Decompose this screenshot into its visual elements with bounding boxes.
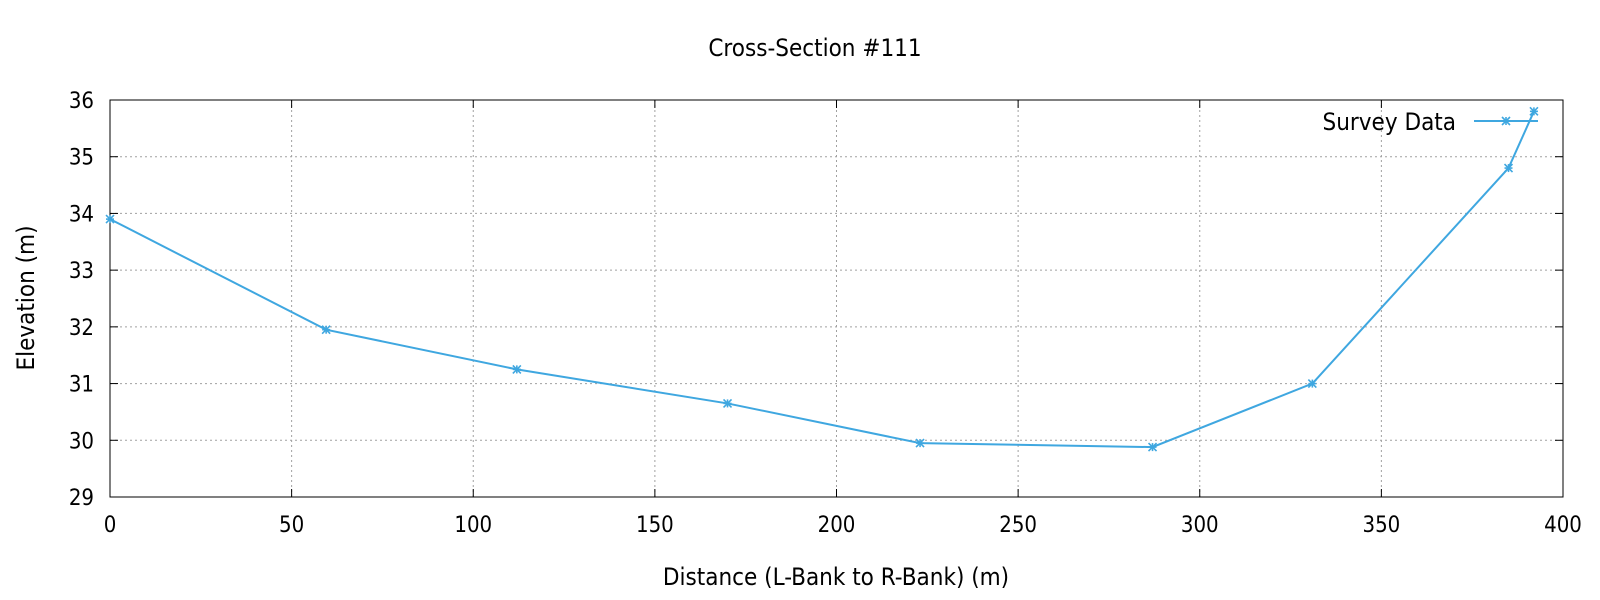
data-point bbox=[1307, 379, 1317, 389]
legend: Survey Data bbox=[1322, 108, 1538, 136]
y-tick-label: 34 bbox=[69, 202, 94, 227]
data-point bbox=[512, 364, 522, 374]
legend-label: Survey Data bbox=[1322, 108, 1456, 136]
y-tick-label: 36 bbox=[69, 89, 94, 114]
y-tick-label: 29 bbox=[69, 486, 94, 511]
x-tick-label: 200 bbox=[818, 513, 856, 538]
y-tick-label: 35 bbox=[69, 146, 94, 171]
x-tick-label: 300 bbox=[1181, 513, 1219, 538]
y-tick-label: 31 bbox=[69, 373, 94, 398]
data-point bbox=[722, 398, 733, 408]
data-point bbox=[105, 214, 115, 224]
data-point bbox=[1503, 163, 1514, 173]
data-point bbox=[1529, 106, 1539, 116]
plot-frame bbox=[109, 99, 1564, 498]
x-tick-label: 400 bbox=[1544, 513, 1582, 538]
series-line bbox=[109, 110, 1535, 449]
x-tick-label: 150 bbox=[636, 513, 674, 538]
chart-title: Cross-Section #111 bbox=[708, 34, 921, 62]
data-point bbox=[1147, 442, 1158, 452]
grid bbox=[110, 100, 1563, 497]
x-tick-label: 0 bbox=[104, 513, 117, 538]
x-axis-label: Distance (L-Bank to R-Bank) (m) bbox=[663, 563, 1009, 591]
x-tick-label: 100 bbox=[454, 513, 492, 538]
data-point bbox=[321, 325, 331, 335]
y-tick-label: 32 bbox=[69, 316, 94, 341]
x-tick-label: 50 bbox=[279, 513, 304, 538]
data-point bbox=[915, 438, 925, 448]
x-axis: 0 50 100 150 200 250 300 350 400 bbox=[104, 100, 1582, 538]
x-tick-label: 250 bbox=[999, 513, 1037, 538]
y-tick-label: 33 bbox=[69, 259, 94, 284]
y-tick-label: 30 bbox=[69, 429, 94, 454]
x-tick-label: 350 bbox=[1362, 513, 1400, 538]
y-axis: 29 30 31 32 33 34 35 36 bbox=[69, 89, 1563, 511]
series-group bbox=[105, 106, 1539, 452]
y-axis-label: Elevation (m) bbox=[12, 225, 40, 370]
data-point bbox=[1501, 116, 1511, 126]
legend-marker bbox=[1501, 116, 1511, 126]
